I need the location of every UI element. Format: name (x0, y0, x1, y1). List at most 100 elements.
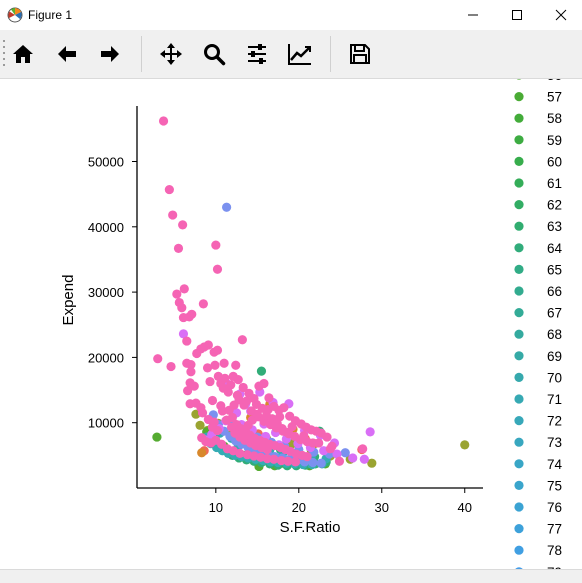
legend-entry: 70 (514, 370, 562, 385)
legend-marker (514, 416, 524, 426)
back-button[interactable] (51, 38, 83, 70)
home-icon (13, 45, 33, 63)
close-icon (555, 9, 567, 21)
scatter-point (222, 415, 232, 425)
scatter-point (189, 381, 199, 391)
scatter-point (262, 454, 272, 464)
scatter-point (290, 457, 301, 467)
legend-label: 56 (547, 79, 562, 83)
legend-label: 59 (547, 133, 562, 148)
status-bar (0, 569, 582, 583)
y-tick-label: 20000 (88, 350, 124, 365)
scatter-point (219, 358, 229, 368)
scatter-point (231, 360, 241, 370)
legend-entry: 63 (514, 219, 562, 234)
scatter-point (233, 375, 243, 385)
legend-marker (514, 545, 524, 555)
legend-marker (514, 502, 524, 512)
arrow-right-icon (101, 46, 119, 62)
scatter-point (259, 378, 269, 389)
scatter-point (182, 336, 192, 346)
toolbar-separator (141, 36, 142, 72)
scatter-point (197, 408, 208, 418)
legend-label: 64 (547, 241, 563, 256)
legend: 56 57 58 59 60 61 62 63 64 65 66 67 68 69 70 71 72 73 74 75… (514, 79, 563, 569)
legend-label: 57 (547, 90, 562, 105)
legend-entry: 65 (514, 262, 562, 277)
legend-marker (514, 437, 524, 447)
scatter-point (209, 417, 219, 427)
scatter-point (203, 340, 213, 350)
scatter-point (234, 395, 244, 405)
scatter-point (325, 444, 335, 454)
legend-entry: 68 (514, 327, 562, 342)
scatter-point (212, 264, 223, 274)
legend-entry: 57 (514, 90, 562, 105)
legend-label: 78 (547, 543, 562, 558)
maximize-button[interactable] (494, 0, 540, 30)
scatter-point (178, 329, 189, 339)
scatter-point (348, 453, 358, 463)
scatter-point (202, 363, 213, 373)
scatter-point (302, 452, 312, 462)
save-button[interactable] (344, 38, 376, 70)
zoom-button[interactable] (198, 38, 230, 70)
legend-label: 67 (547, 306, 562, 321)
scatter-point (358, 444, 368, 454)
y-tick-label: 40000 (88, 220, 124, 235)
window-title-bar: Figure 1 (0, 0, 582, 30)
scatter-point (235, 448, 245, 458)
legend-entry: 69 (514, 349, 562, 364)
maximize-icon (512, 10, 522, 20)
figure-canvas[interactable]: 10 20 30 40 10000 20000 30000 40000 50000 S.F.R… (0, 79, 582, 569)
legend-entry: 56 (516, 79, 562, 83)
forward-button[interactable] (94, 38, 126, 70)
scatter-point (198, 299, 208, 309)
scatter-point (212, 345, 223, 355)
scatter-point (212, 425, 223, 436)
scatter-point (359, 454, 369, 464)
arrow-left-icon (58, 46, 76, 62)
legend-marker (516, 79, 522, 80)
scatter-point (365, 427, 375, 437)
x-tick-label: 40 (458, 500, 472, 515)
scatter-point (211, 240, 221, 250)
scatter-point (275, 412, 285, 422)
y-axis-label: Expend (60, 275, 77, 326)
scatter-point (186, 359, 196, 370)
pan-button[interactable] (155, 38, 187, 70)
scatter-point (367, 458, 377, 468)
legend-entry: 67 (514, 306, 562, 321)
home-button[interactable] (7, 38, 39, 70)
scatter-point (299, 431, 309, 441)
configure-subplots-button[interactable] (241, 38, 273, 70)
minimize-button[interactable] (450, 0, 496, 30)
scatter-point (223, 387, 233, 397)
y-tick-label: 10000 (88, 416, 124, 431)
legend-label: 61 (547, 176, 562, 191)
legend-marker (514, 113, 524, 123)
scatter-point (205, 376, 215, 387)
axes-spines (136, 106, 483, 489)
legend-marker (514, 329, 524, 339)
legend-marker (514, 92, 524, 102)
scatter-points (152, 116, 470, 472)
legend-label: 66 (547, 284, 562, 299)
scatter-point (158, 116, 169, 126)
legend-marker (514, 200, 524, 210)
scatter-point (269, 454, 279, 464)
magnifier-icon (204, 44, 226, 66)
edit-axis-button[interactable] (284, 38, 316, 70)
line-chart-icon (288, 44, 311, 65)
close-button[interactable] (538, 0, 582, 30)
sliders-icon (248, 44, 266, 64)
legend-marker (515, 567, 523, 569)
legend-label: 65 (547, 262, 562, 277)
floppy-disk-icon (350, 44, 370, 64)
navigation-toolbar (0, 30, 582, 79)
x-axis-label: S.F.Ratio (280, 519, 341, 536)
scatter-point (263, 405, 273, 415)
legend-marker (514, 351, 524, 361)
scatter-point (153, 354, 163, 364)
scatter-point (217, 406, 228, 416)
